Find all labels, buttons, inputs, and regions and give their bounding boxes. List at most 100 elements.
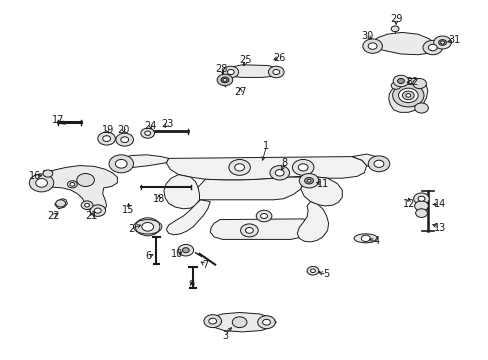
Text: 30: 30 [361, 31, 373, 41]
Circle shape [217, 74, 232, 86]
Circle shape [440, 41, 444, 44]
Circle shape [90, 205, 105, 216]
Text: 14: 14 [433, 199, 446, 210]
Circle shape [29, 174, 54, 192]
Circle shape [262, 319, 270, 325]
Circle shape [304, 177, 313, 184]
Circle shape [422, 40, 442, 55]
Ellipse shape [353, 234, 377, 243]
Text: 22: 22 [47, 211, 60, 221]
Text: 16: 16 [29, 171, 41, 181]
Circle shape [292, 159, 313, 175]
Circle shape [275, 170, 284, 176]
Polygon shape [198, 177, 303, 200]
Circle shape [102, 136, 110, 141]
Polygon shape [40, 166, 117, 212]
Circle shape [232, 317, 246, 328]
Circle shape [390, 82, 400, 89]
Polygon shape [388, 78, 427, 112]
Circle shape [208, 318, 216, 324]
Circle shape [98, 132, 115, 145]
Circle shape [228, 159, 250, 175]
Circle shape [135, 218, 160, 236]
Circle shape [367, 156, 389, 172]
Circle shape [84, 203, 89, 207]
Text: 26: 26 [273, 53, 285, 63]
Polygon shape [117, 155, 168, 168]
Circle shape [257, 316, 275, 329]
Polygon shape [204, 312, 276, 332]
Polygon shape [297, 202, 328, 242]
Circle shape [223, 78, 226, 81]
Circle shape [115, 159, 127, 168]
Circle shape [298, 164, 307, 171]
Polygon shape [55, 199, 67, 209]
Circle shape [390, 26, 398, 32]
Circle shape [109, 155, 133, 173]
Circle shape [272, 69, 279, 75]
Circle shape [367, 43, 376, 49]
Text: 19: 19 [101, 125, 114, 135]
Circle shape [361, 235, 369, 242]
Text: 1: 1 [263, 141, 269, 151]
Circle shape [141, 128, 154, 138]
Text: 17: 17 [51, 114, 64, 125]
Text: 4: 4 [373, 236, 379, 246]
Circle shape [178, 244, 193, 256]
Circle shape [299, 174, 318, 188]
Polygon shape [370, 32, 434, 55]
Circle shape [402, 91, 413, 100]
Circle shape [144, 131, 150, 135]
Text: 6: 6 [145, 251, 151, 261]
Circle shape [121, 137, 128, 143]
Polygon shape [351, 154, 382, 167]
Text: 8: 8 [281, 158, 287, 168]
Circle shape [310, 269, 315, 273]
Text: 21: 21 [85, 211, 98, 221]
Text: 23: 23 [161, 119, 173, 129]
Text: 3: 3 [222, 330, 227, 341]
Text: 27: 27 [234, 87, 246, 97]
Circle shape [405, 94, 410, 97]
Circle shape [397, 78, 404, 84]
Circle shape [268, 66, 284, 78]
Circle shape [392, 84, 423, 107]
Circle shape [414, 103, 427, 113]
Text: 7: 7 [202, 260, 208, 270]
Circle shape [427, 44, 436, 51]
Text: 29: 29 [389, 14, 402, 24]
Polygon shape [228, 65, 279, 77]
Circle shape [414, 201, 427, 211]
Text: 15: 15 [122, 204, 135, 215]
Polygon shape [166, 157, 366, 180]
Circle shape [256, 210, 271, 222]
Circle shape [417, 196, 424, 201]
Text: 9: 9 [188, 280, 194, 290]
Circle shape [306, 266, 318, 275]
Circle shape [373, 160, 383, 167]
Circle shape [142, 222, 153, 231]
Circle shape [413, 193, 428, 204]
Circle shape [362, 39, 382, 53]
Circle shape [81, 201, 93, 210]
Circle shape [221, 77, 228, 83]
Circle shape [433, 36, 450, 49]
Circle shape [245, 228, 253, 233]
Text: 13: 13 [433, 222, 446, 233]
Circle shape [398, 88, 417, 103]
Circle shape [77, 174, 94, 186]
Text: 24: 24 [144, 121, 157, 131]
Polygon shape [300, 177, 342, 206]
Circle shape [182, 248, 189, 253]
Circle shape [260, 213, 267, 219]
Circle shape [223, 66, 238, 78]
Circle shape [94, 208, 101, 213]
Circle shape [412, 78, 426, 89]
Text: 12: 12 [402, 199, 414, 210]
Circle shape [269, 166, 289, 180]
Text: 28: 28 [215, 64, 227, 74]
Text: 25: 25 [239, 55, 252, 66]
Text: 10: 10 [171, 249, 183, 259]
Circle shape [392, 75, 408, 87]
Text: 5: 5 [323, 269, 329, 279]
